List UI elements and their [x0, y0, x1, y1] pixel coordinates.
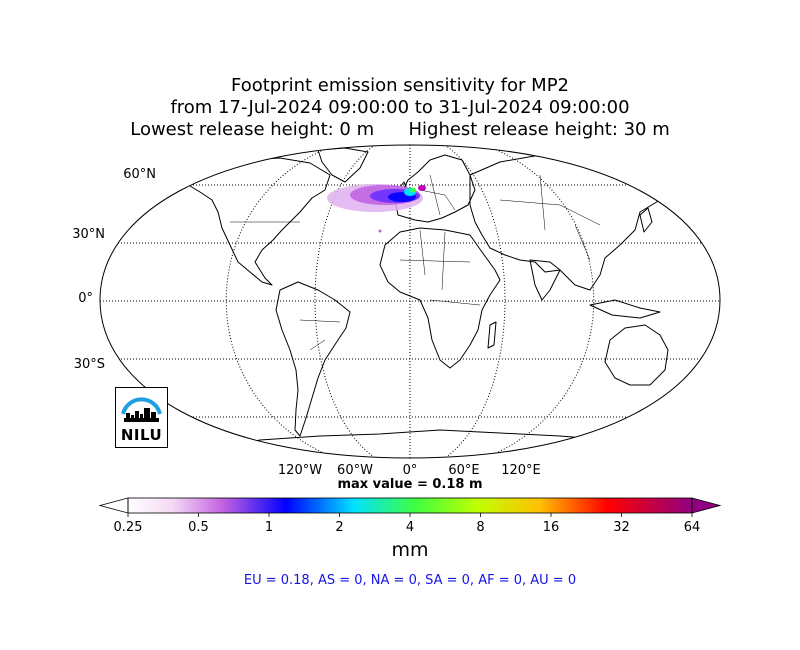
- max-value-label: max value = 0.18 m: [337, 477, 483, 492]
- lat-label-0: 0°: [78, 291, 93, 306]
- madagascar: [487, 321, 497, 349]
- colorbar-gradient: [128, 498, 692, 513]
- colorbar-tick-label: 0.5: [188, 520, 209, 535]
- new-zealand: [689, 374, 701, 397]
- lat-label-60n: 60°N: [123, 167, 156, 182]
- colorbar-unit-label: mm: [391, 539, 429, 561]
- indonesia: [589, 299, 661, 319]
- highest-release-height: Highest release height: 30 m: [408, 119, 670, 140]
- colorbar-tick-label: 0.25: [113, 520, 143, 535]
- lon-label-120w: 120°W: [277, 463, 323, 478]
- country-borders: [230, 174, 601, 351]
- north-america: [179, 157, 331, 286]
- lon-label-0: 0°: [402, 463, 418, 478]
- colorbar-min-extend: [98, 497, 129, 514]
- colorbar-tick-label: 2: [335, 520, 344, 535]
- colorbar-tick-label: 4: [405, 520, 415, 535]
- title-line-2: from 17-Jul-2024 09:00:00 to 31-Jul-2024…: [170, 97, 630, 118]
- lowest-release-height: Lowest release height: 0 m: [130, 119, 375, 140]
- lon-label-60e: 60°E: [448, 463, 480, 478]
- europe: [394, 154, 476, 223]
- nilu-logo-mark: [121, 397, 162, 422]
- graticule-meridians: [225, 145, 595, 458]
- greenland: [317, 147, 369, 183]
- africa: [379, 227, 501, 369]
- colorbar-tick-label: 64: [683, 520, 701, 535]
- lat-label-30s: 30°S: [73, 357, 105, 372]
- footprint-plume: [327, 184, 426, 233]
- colorbar-tick-label: 16: [542, 520, 560, 535]
- nilu-logo-text: NILU: [120, 426, 163, 444]
- globe-outline: [99, 144, 721, 459]
- colorbar-tick-label: 1: [264, 520, 274, 535]
- colorbar-max-extend: [691, 497, 722, 514]
- australia: [604, 324, 669, 386]
- colorbar-tick-label: 32: [613, 520, 630, 535]
- colorbar-tick-label: 8: [476, 520, 485, 535]
- colorbar-tick-marks: [127, 513, 693, 517]
- colorbar: [98, 497, 722, 517]
- south-america: [275, 281, 351, 437]
- map-content: [100, 145, 720, 458]
- nilu-logo: NILU: [115, 387, 168, 448]
- lon-label-120e: 120°E: [501, 463, 541, 478]
- lon-label-60w: 60°W: [337, 463, 373, 478]
- antarctica: [209, 429, 651, 458]
- region-summary: EU = 0.18, AS = 0, NA = 0, SA = 0, AF = …: [243, 573, 577, 588]
- title-line-3: Lowest release height: 0 m Highest relea…: [0, 119, 800, 141]
- title-line-1: Footprint emission sensitivity for MP2: [230, 75, 569, 96]
- japan: [639, 207, 653, 233]
- india: [529, 259, 561, 301]
- lat-label-30n: 30°N: [72, 227, 105, 242]
